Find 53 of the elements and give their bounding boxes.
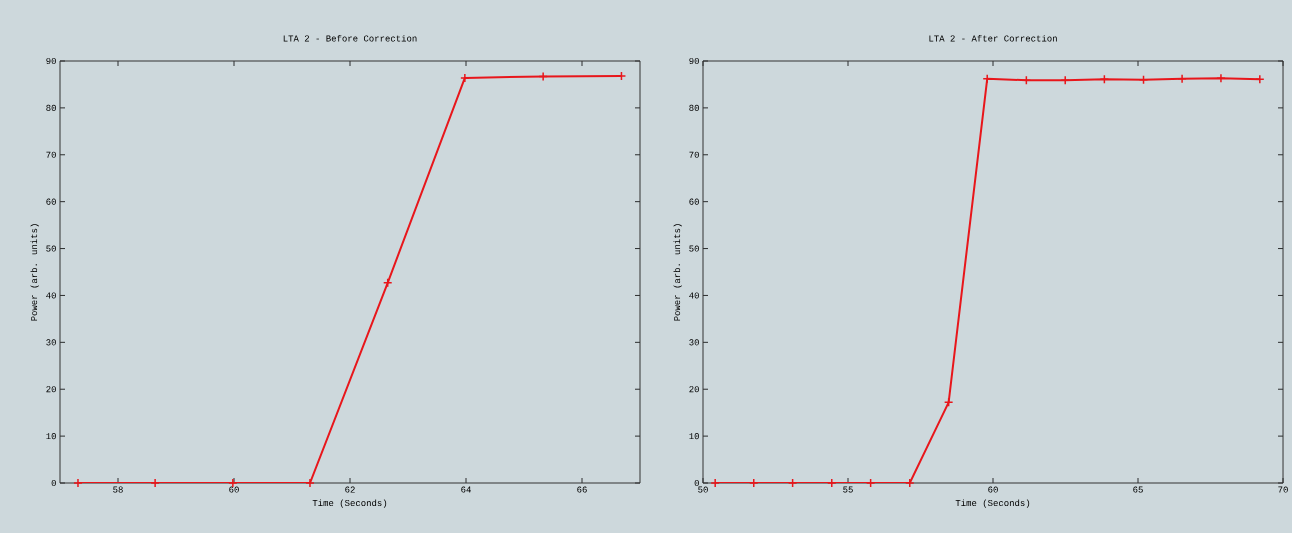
y-tick-label: 60	[689, 198, 699, 205]
x-tick-label: 65	[1133, 486, 1143, 493]
chart-title: LTA 2 - Before Correction	[283, 34, 417, 42]
point	[1216, 73, 1226, 84]
point	[150, 478, 160, 488]
y-tick-label: 90	[689, 57, 699, 65]
point	[1255, 74, 1265, 85]
point	[1060, 75, 1070, 85]
y-tick-label: 30	[46, 339, 56, 346]
chart-title: LTA 2 - After Correction	[929, 34, 1057, 42]
point	[460, 73, 470, 83]
point	[710, 478, 720, 488]
point	[73, 478, 83, 488]
point	[827, 478, 837, 488]
x-axis-title: Time (Seconds)	[312, 499, 387, 508]
y-tick-label: 90	[46, 57, 56, 65]
x-tick-label: 60	[988, 486, 998, 493]
y-tick-label: 70	[46, 151, 56, 158]
x-axis-title: Time (Seconds)	[955, 499, 1030, 508]
y-tick-label: 50	[46, 245, 56, 252]
point	[905, 478, 915, 488]
point	[305, 478, 315, 488]
y-tick-label: 20	[689, 386, 699, 393]
point	[749, 478, 759, 488]
x-tick-label: 62	[345, 486, 355, 493]
y-tick-label: 10	[46, 433, 56, 440]
point	[865, 478, 876, 488]
y-tick-label: 80	[689, 104, 699, 111]
y-axis-title: Power (arb. units)	[30, 224, 39, 321]
y-tick-label: 70	[689, 151, 699, 158]
x-tick-label: 70	[1278, 486, 1288, 493]
y-tick-label: 10	[689, 433, 699, 440]
y-tick-label: 20	[46, 386, 56, 393]
y-tick-label: 50	[689, 245, 699, 252]
x-tick-label: 66	[577, 486, 587, 493]
x-tick-label: 64	[461, 486, 471, 493]
x-tick-label: 60	[229, 486, 239, 493]
x-tick-label: 50	[698, 486, 708, 493]
y-tick-label: 40	[46, 292, 56, 299]
y-tick-label: 30	[689, 339, 699, 346]
point	[1138, 75, 1149, 85]
point	[538, 71, 548, 82]
y-axis-title: Power (arb. units)	[673, 224, 682, 321]
y-tick-label: 0	[51, 479, 56, 487]
point	[382, 278, 393, 288]
y-tick-label: 0	[694, 479, 699, 487]
point	[787, 478, 798, 488]
y-tick-label: 40	[689, 292, 699, 299]
y-tick-label: 80	[46, 104, 56, 111]
y-tick-label: 60	[46, 198, 56, 205]
point	[1177, 74, 1187, 84]
x-tick-label: 58	[113, 486, 123, 493]
x-tick-label: 55	[843, 486, 853, 493]
